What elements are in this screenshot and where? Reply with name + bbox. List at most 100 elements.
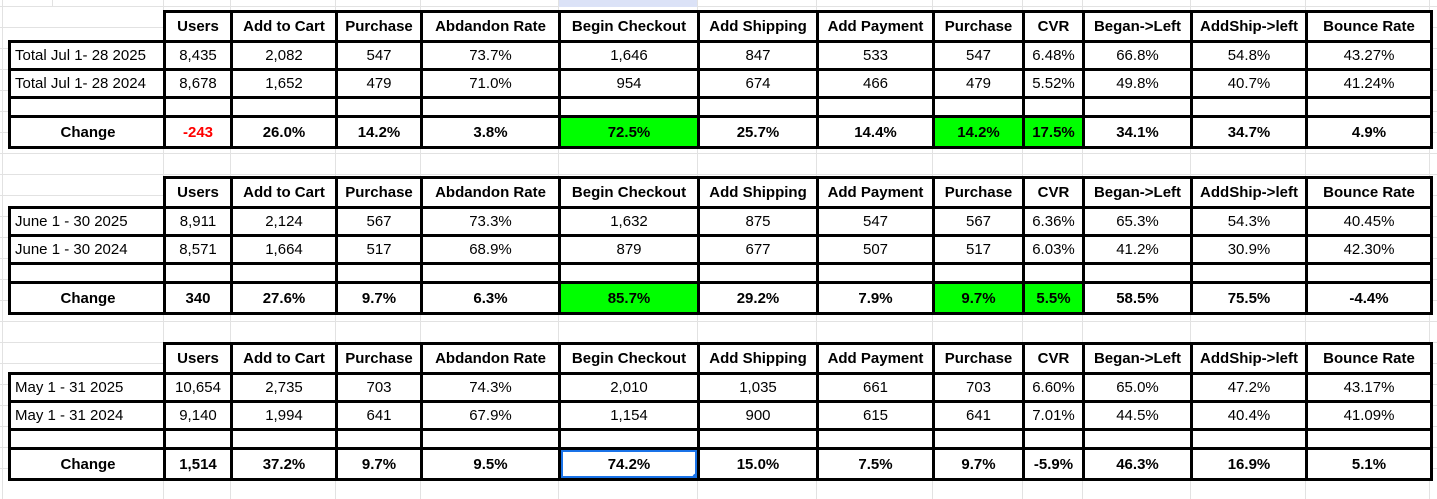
blank-cell[interactable] [558, 96, 700, 118]
change-cell[interactable]: -243 [163, 115, 233, 149]
data-cell[interactable]: 641 [335, 400, 423, 431]
column-header-cell[interactable]: Began->Left [1082, 342, 1193, 375]
change-label-cell[interactable]: Change [8, 115, 166, 149]
blank-cell[interactable] [1305, 96, 1433, 118]
blank-cell[interactable] [230, 262, 338, 284]
data-cell[interactable]: 6.03% [1022, 234, 1085, 265]
change-cell[interactable]: 5.1% [1305, 447, 1433, 481]
change-cell[interactable]: 9.7% [932, 447, 1025, 481]
data-cell[interactable]: 547 [335, 40, 423, 71]
data-cell[interactable]: 674 [697, 68, 819, 99]
data-cell[interactable]: 1,154 [558, 400, 700, 431]
column-header-cell[interactable]: Purchase [932, 342, 1025, 375]
blank-cell[interactable] [230, 428, 338, 450]
column-header-cell[interactable]: Begin Checkout [558, 176, 700, 209]
fill-handle-icon[interactable] [692, 473, 696, 477]
change-cell[interactable]: 27.6% [230, 281, 338, 315]
data-cell[interactable]: 677 [697, 234, 819, 265]
row-label-cell[interactable]: May 1 - 31 2024 [8, 400, 166, 431]
data-cell[interactable]: 2,735 [230, 372, 338, 403]
data-cell[interactable]: 65.3% [1082, 206, 1193, 237]
column-header-cell[interactable]: Abdandon Rate [420, 342, 561, 375]
change-cell[interactable]: 4.9% [1305, 115, 1433, 149]
data-cell[interactable]: 6.60% [1022, 372, 1085, 403]
column-header-cell[interactable]: Add to Cart [230, 342, 338, 375]
blank-cell[interactable] [1190, 96, 1308, 118]
data-cell[interactable]: 41.2% [1082, 234, 1193, 265]
data-cell[interactable]: 547 [932, 40, 1025, 71]
change-cell[interactable]: 6.3% [420, 281, 561, 315]
blank-cell[interactable] [1022, 262, 1085, 284]
data-cell[interactable]: 1,994 [230, 400, 338, 431]
change-cell[interactable]: 29.2% [697, 281, 819, 315]
blank-cell[interactable] [420, 428, 561, 450]
data-cell[interactable]: 533 [816, 40, 935, 71]
data-cell[interactable]: 73.3% [420, 206, 561, 237]
column-header-cell[interactable]: Purchase [335, 342, 423, 375]
data-cell[interactable]: 507 [816, 234, 935, 265]
column-header-cell[interactable]: Bounce Rate [1305, 176, 1433, 209]
blank-cell[interactable] [163, 96, 233, 118]
blank-cell[interactable] [932, 96, 1025, 118]
data-cell[interactable]: 567 [335, 206, 423, 237]
data-cell[interactable]: 44.5% [1082, 400, 1193, 431]
change-cell[interactable]: 16.9% [1190, 447, 1308, 481]
blank-cell[interactable] [816, 96, 935, 118]
column-header-cell[interactable]: Purchase [932, 176, 1025, 209]
data-cell[interactable]: 67.9% [420, 400, 561, 431]
change-cell[interactable]: -5.9% [1022, 447, 1085, 481]
data-cell[interactable]: 703 [932, 372, 1025, 403]
data-cell[interactable]: 74.3% [420, 372, 561, 403]
column-header-cell[interactable]: Add Shipping [697, 176, 819, 209]
blank-cell[interactable] [816, 262, 935, 284]
data-cell[interactable]: 40.7% [1190, 68, 1308, 99]
column-header-cell[interactable]: CVR [1022, 342, 1085, 375]
data-cell[interactable]: 7.01% [1022, 400, 1085, 431]
column-header-cell[interactable]: Bounce Rate [1305, 10, 1433, 43]
data-cell[interactable]: 479 [335, 68, 423, 99]
column-header-cell[interactable]: Begin Checkout [558, 342, 700, 375]
data-cell[interactable]: 41.24% [1305, 68, 1433, 99]
data-cell[interactable]: 47.2% [1190, 372, 1308, 403]
data-cell[interactable]: 6.36% [1022, 206, 1085, 237]
data-cell[interactable]: 703 [335, 372, 423, 403]
change-cell[interactable]: 46.3% [1082, 447, 1193, 481]
blank-cell[interactable] [230, 96, 338, 118]
row-label-cell[interactable]: May 1 - 31 2025 [8, 372, 166, 403]
blank-cell[interactable] [8, 428, 166, 450]
change-cell[interactable]: 3.8% [420, 115, 561, 149]
data-cell[interactable]: 9,140 [163, 400, 233, 431]
column-header-cell[interactable]: CVR [1022, 176, 1085, 209]
blank-cell[interactable] [558, 262, 700, 284]
blank-cell[interactable] [335, 96, 423, 118]
blank-cell[interactable] [697, 262, 819, 284]
blank-cell[interactable] [420, 262, 561, 284]
blank-cell[interactable] [335, 428, 423, 450]
column-header-cell[interactable]: Began->Left [1082, 10, 1193, 43]
change-cell[interactable]: 34.7% [1190, 115, 1308, 149]
blank-cell[interactable] [932, 262, 1025, 284]
data-cell[interactable]: 65.0% [1082, 372, 1193, 403]
data-cell[interactable]: 847 [697, 40, 819, 71]
column-header-cell[interactable]: Add Shipping [697, 342, 819, 375]
column-header-cell[interactable]: Add Payment [816, 10, 935, 43]
change-cell[interactable]: 85.7% [558, 281, 700, 315]
data-cell[interactable]: 954 [558, 68, 700, 99]
row-label-cell[interactable]: Total Jul 1- 28 2024 [8, 68, 166, 99]
data-cell[interactable]: 466 [816, 68, 935, 99]
data-cell[interactable]: 615 [816, 400, 935, 431]
data-cell[interactable]: 71.0% [420, 68, 561, 99]
column-header-cell[interactable]: AddShip->left [1190, 342, 1308, 375]
data-cell[interactable]: 43.17% [1305, 372, 1433, 403]
column-header-cell[interactable]: Purchase [335, 10, 423, 43]
change-cell[interactable]: 9.7% [932, 281, 1025, 315]
change-cell[interactable]: 17.5% [1022, 115, 1085, 149]
column-header-cell[interactable]: CVR [1022, 10, 1085, 43]
change-cell[interactable]: 15.0% [697, 447, 819, 481]
column-header-cell[interactable]: Purchase [932, 10, 1025, 43]
blank-cell[interactable] [335, 262, 423, 284]
blank-cell[interactable] [697, 96, 819, 118]
change-cell[interactable]: 75.5% [1190, 281, 1308, 315]
column-header-cell[interactable]: Add to Cart [230, 176, 338, 209]
column-header-cell[interactable]: AddShip->left [1190, 176, 1308, 209]
